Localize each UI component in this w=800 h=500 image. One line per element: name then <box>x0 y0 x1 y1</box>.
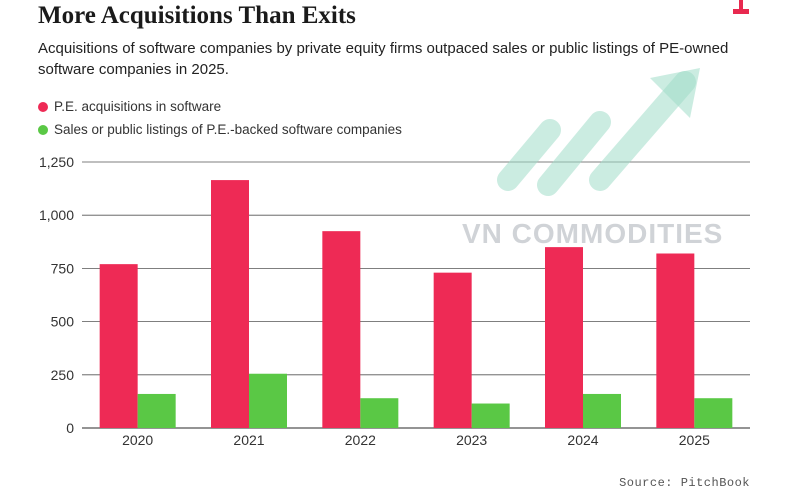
chart-title: More Acquisitions Than Exits <box>38 2 356 29</box>
x-tick-label: 2023 <box>456 432 487 448</box>
publisher-logo-icon <box>733 0 749 14</box>
bar-acquisitions <box>656 253 695 428</box>
x-tick-label: 2025 <box>679 432 710 448</box>
y-tick-label: 1,000 <box>39 207 74 223</box>
watermark-arrow-icon <box>497 68 700 196</box>
x-tick-label: 2024 <box>567 432 598 448</box>
bar-exits <box>249 373 287 428</box>
y-tick-label: 250 <box>51 367 75 383</box>
bar-exits <box>471 403 510 428</box>
watermark-text: VN COMMODITIES <box>462 218 724 249</box>
bar-exits <box>137 393 176 428</box>
chart-subtitle: Acquisitions of software companies by pr… <box>38 40 729 78</box>
source-note: Source: PitchBook <box>619 476 750 490</box>
bar-exits <box>360 398 399 428</box>
x-tick-label: 2022 <box>345 432 376 448</box>
legend-swatch-acquisitions <box>38 101 48 112</box>
legend-item-exits: Sales or public listings of P.E.-backed … <box>38 118 402 141</box>
legend-swatch-exits <box>38 124 48 135</box>
legend-label-acquisitions: P.E. acquisitions in software <box>54 99 222 114</box>
bar-acquisitions <box>545 247 583 428</box>
legend-label-exits: Sales or public listings of P.E.-backed … <box>54 122 402 137</box>
bar-exits <box>583 393 621 428</box>
y-tick-label: 500 <box>51 314 75 330</box>
bar-exits <box>694 398 733 428</box>
bar-acquisitions <box>99 264 138 428</box>
y-tick-label: 0 <box>66 420 74 436</box>
bar-acquisitions <box>322 231 361 428</box>
legend-item-acquisitions: P.E. acquisitions in software <box>38 95 402 118</box>
bar-acquisitions <box>433 272 472 428</box>
x-tick-label: 2021 <box>233 432 264 448</box>
legend: P.E. acquisitions in software Sales or p… <box>38 95 402 141</box>
x-tick-label: 2020 <box>122 432 153 448</box>
y-tick-label: 1,250 <box>39 154 74 170</box>
y-tick-label: 750 <box>51 260 75 276</box>
bar-acquisitions <box>211 180 249 428</box>
